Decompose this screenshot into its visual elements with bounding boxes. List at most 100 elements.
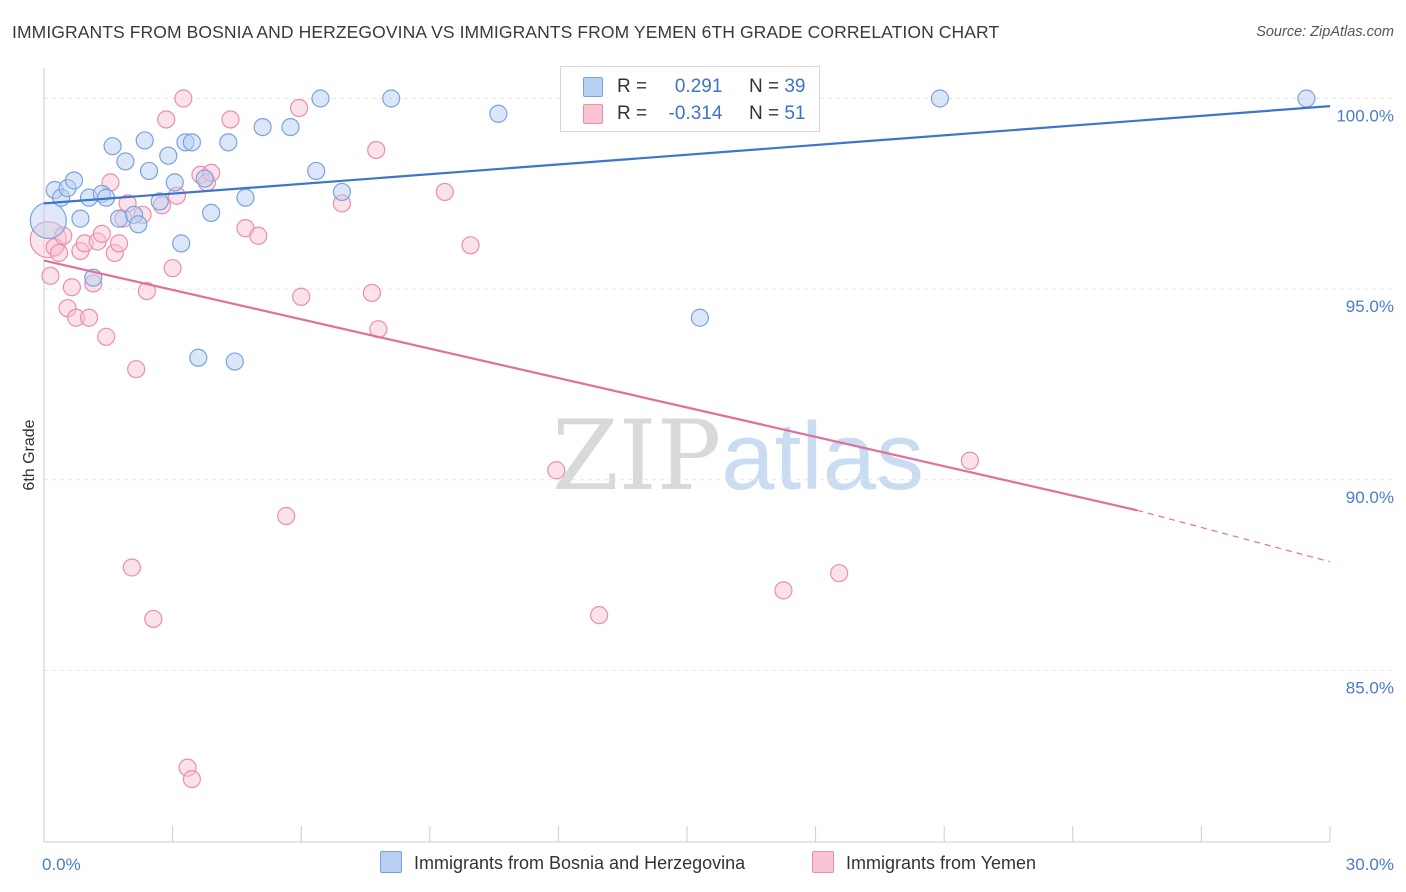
legend-swatch-yemen (583, 104, 603, 124)
yemen-point (461, 236, 480, 255)
legend-text-yemen: R = -0.314 N = 51 (617, 103, 805, 125)
yemen-point (109, 234, 129, 253)
yemen-point (367, 140, 386, 160)
yemen-point (49, 243, 69, 263)
legend-n-label: N = (748, 103, 780, 124)
legend-n-value: 39 (784, 76, 806, 97)
legend-bottom-swatch-yemen (812, 851, 834, 873)
bosnia-point (116, 152, 135, 171)
legend-r-value: 0.291 (674, 76, 723, 97)
bosnia-point (159, 146, 178, 165)
legend-n-value: 51 (784, 103, 806, 124)
bosnia-point (281, 117, 300, 137)
yemen-point (547, 461, 566, 480)
y-tick-label: 100.0% (1336, 107, 1394, 126)
yemen-point (362, 283, 382, 303)
bosnia-point (139, 161, 159, 181)
legend-text-bosnia: R = 0.291 N = 39 (617, 76, 805, 98)
x-tick-label: 30.0% (1346, 855, 1394, 874)
bosnia-point (690, 308, 709, 327)
legend-r-value: -0.314 (668, 103, 723, 124)
bosnia-point (253, 117, 272, 137)
stats-legend: R = 0.291 N = 39 R = -0.314 N = 51 (560, 66, 820, 132)
yemen-point (122, 558, 141, 577)
yemen-point (277, 506, 296, 526)
y-tick-label: 90.0% (1346, 488, 1394, 507)
chart-title: IMMIGRANTS FROM BOSNIA AND HERZEGOVINA V… (12, 22, 1000, 42)
bosnia-point (103, 137, 122, 156)
yemen-point (157, 110, 176, 129)
yemen-point (174, 89, 193, 108)
yemen-point (127, 360, 146, 379)
bosnia-point (307, 161, 326, 181)
legend-r-label: R = (617, 76, 648, 97)
bosnia-point (29, 201, 67, 240)
yemen-point (292, 287, 311, 306)
bosnia-point (195, 169, 214, 188)
bosnia-point (930, 89, 950, 108)
bosnia-point (225, 352, 244, 371)
bosnia-point (236, 188, 255, 207)
yemen-point (92, 224, 111, 243)
y-tick-label: 85.0% (1346, 678, 1394, 697)
bosnia-point (165, 173, 184, 192)
bosnia-point (172, 234, 191, 253)
yemen-trend-line (43, 259, 1138, 512)
bosnia-point (150, 192, 169, 211)
yemen-point (830, 564, 849, 583)
yemen-point (97, 327, 116, 346)
watermark: ZIPatlas (552, 400, 924, 512)
bosnia-point (489, 104, 508, 123)
axes (43, 68, 1331, 843)
yemen-point (249, 226, 268, 245)
bosnia-point (129, 215, 148, 234)
bosnia-point (382, 89, 401, 108)
legend-item-bosnia: Immigrants from Bosnia and Herzegovina (380, 851, 745, 877)
yemen-point (54, 226, 73, 245)
yemen-point (163, 259, 182, 278)
watermark-atlas: atlas (721, 403, 924, 510)
yemen-point (41, 266, 60, 285)
yemen-trend-extension (1136, 509, 1331, 563)
legend-bottom-swatch-bosnia (380, 851, 402, 873)
bosnia-point (1297, 89, 1316, 108)
legend-r-label: R = (617, 103, 648, 124)
y-axis-label: 6th Grade (21, 419, 38, 490)
grid (44, 98, 1394, 671)
y-tick-label: 95.0% (1346, 297, 1394, 316)
x-tick-label: 0.0% (42, 855, 81, 874)
axis-labels: 100.0% 95.0% 90.0% 85.0% 0.0% 30.0% 6th Grade (21, 107, 1394, 874)
bosnia-point (109, 209, 129, 228)
legend-bottom-label-bosnia: Immigrants from Bosnia and Herzegovina (414, 853, 746, 873)
yemen-point (590, 606, 609, 625)
yemen-point (137, 281, 156, 301)
bosnia-point (182, 133, 201, 152)
yemen-point (221, 110, 240, 129)
yemen-point (182, 769, 201, 789)
legend-bottom-label-yemen: Immigrants from Yemen (846, 853, 1037, 873)
bosnia-point (219, 133, 238, 152)
yemen-point (79, 308, 99, 327)
yemen-point (144, 609, 163, 629)
yemen-point (774, 581, 793, 600)
yemen-point (289, 98, 309, 118)
yemen-point (960, 451, 980, 470)
source-label: Source: ZipAtlas.com (1256, 24, 1394, 40)
legend-swatch-bosnia (583, 77, 603, 97)
bosnia-point (332, 182, 352, 202)
bosnia-point (64, 171, 84, 190)
legend-n-label: N = (748, 76, 780, 97)
yemen-point (62, 278, 81, 297)
bosnia-points (29, 89, 1316, 371)
watermark-zip: ZIP (552, 400, 722, 512)
trend-lines (43, 105, 1331, 563)
bosnia-point (311, 89, 330, 108)
legend-item-yemen: Immigrants from Yemen (812, 851, 1036, 877)
yemen-point (435, 182, 454, 202)
bosnia-point (135, 131, 154, 150)
bosnia-point (189, 348, 208, 367)
bosnia-point (71, 209, 90, 228)
bosnia-trend-line (43, 105, 1331, 205)
bosnia-point (202, 203, 221, 222)
